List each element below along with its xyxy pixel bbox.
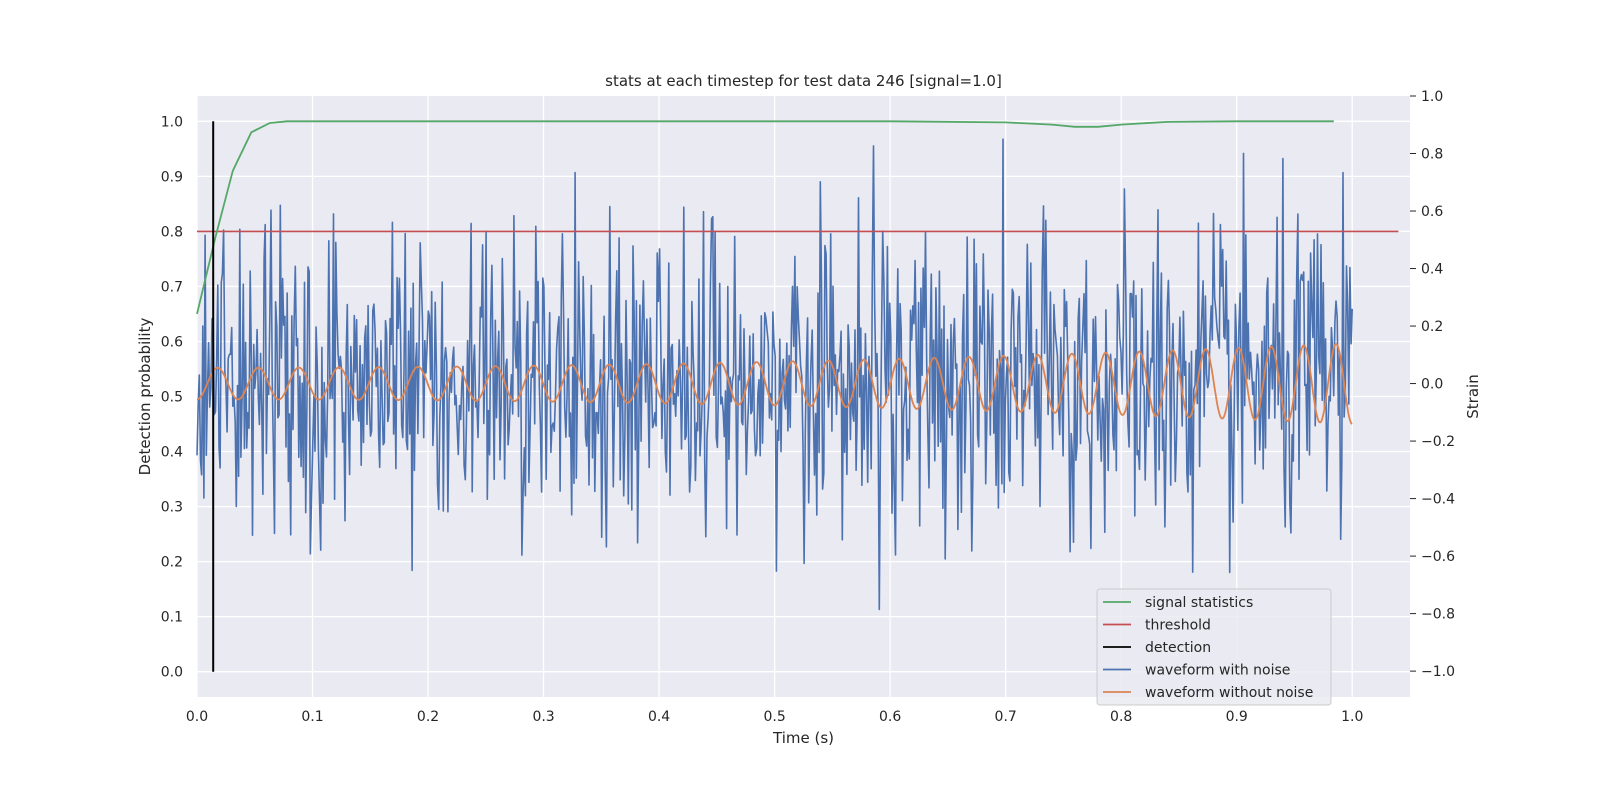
y-tick-label-left: 0.3 [161, 500, 183, 516]
x-tick-label: 1.0 [1341, 709, 1363, 725]
x-tick-label: 0.3 [532, 709, 554, 725]
y-tick-label-right: 0.6 [1421, 204, 1443, 220]
axes: 0.0 0.1 0.2 0.3 0.4 0.5 0.6 0.7 0.8 0.9 1.0 0.0 0.1 0… [161, 89, 1455, 725]
x-tick-label: 0.8 [1110, 709, 1132, 725]
y-axis-label-right: Strain [1464, 374, 1482, 418]
x-tick-label: 0.5 [763, 709, 785, 725]
y-tick-label-right: 0.0 [1421, 377, 1443, 393]
waveform-with-noise-line [196, 138, 1353, 611]
x-tick-label: 0.6 [879, 709, 901, 725]
legend-label: waveform with noise [1145, 663, 1290, 679]
x-tick-label: 0.0 [186, 709, 208, 725]
y-tick-label-left: 1.0 [161, 114, 183, 130]
waveform-without-noise-line [196, 343, 1353, 425]
y-tick-label-right: 1.0 [1421, 89, 1443, 105]
legend-label: detection [1145, 640, 1211, 656]
y-tick-label-right: 0.8 [1421, 147, 1443, 163]
y-tick-label-right: 0.2 [1421, 319, 1443, 335]
x-axis-label: Time (s) [772, 729, 834, 747]
y-tick-label-left: 0.0 [161, 665, 183, 681]
chart-title: stats at each timestep for test data 246… [605, 72, 1002, 90]
y-axis-label-left: Detection probability [136, 318, 154, 476]
legend-label: threshold [1145, 618, 1211, 634]
x-tick-label: 0.4 [648, 709, 670, 725]
legend-label: signal statistics [1145, 595, 1253, 611]
y-tick-label-left: 0.9 [161, 169, 183, 185]
y-tick-label-right: −0.6 [1421, 549, 1455, 565]
y-tick-label-left: 0.2 [161, 555, 183, 571]
y-tick-label-right: −0.8 [1421, 607, 1455, 623]
legend: signal statistics threshold detection wavef… [1096, 588, 1332, 706]
y-tick-label-left: 0.8 [161, 224, 183, 240]
x-tick-label: 0.2 [417, 709, 439, 725]
x-tick-label: 0.1 [301, 709, 323, 725]
legend-box [1096, 588, 1332, 706]
x-tick-label: 0.9 [1226, 709, 1248, 725]
y-tick-label-right: 0.4 [1421, 262, 1443, 278]
legend-label: waveform without noise [1145, 685, 1313, 701]
y-tick-label-left: 0.5 [161, 390, 183, 406]
signal-statistics-line [196, 120, 1334, 315]
y-tick-label-right: −1.0 [1421, 664, 1455, 680]
y-tick-label-right: −0.4 [1421, 492, 1455, 508]
series-layer [196, 120, 1399, 672]
y-tick-label-left: 0.4 [161, 445, 183, 461]
x-tick-label: 0.7 [995, 709, 1017, 725]
y-tick-label-left: 0.1 [161, 610, 183, 626]
y-tick-label-left: 0.6 [161, 334, 183, 350]
y-tick-label-left: 0.7 [161, 279, 183, 295]
y-tick-label-right: −0.2 [1421, 434, 1455, 450]
